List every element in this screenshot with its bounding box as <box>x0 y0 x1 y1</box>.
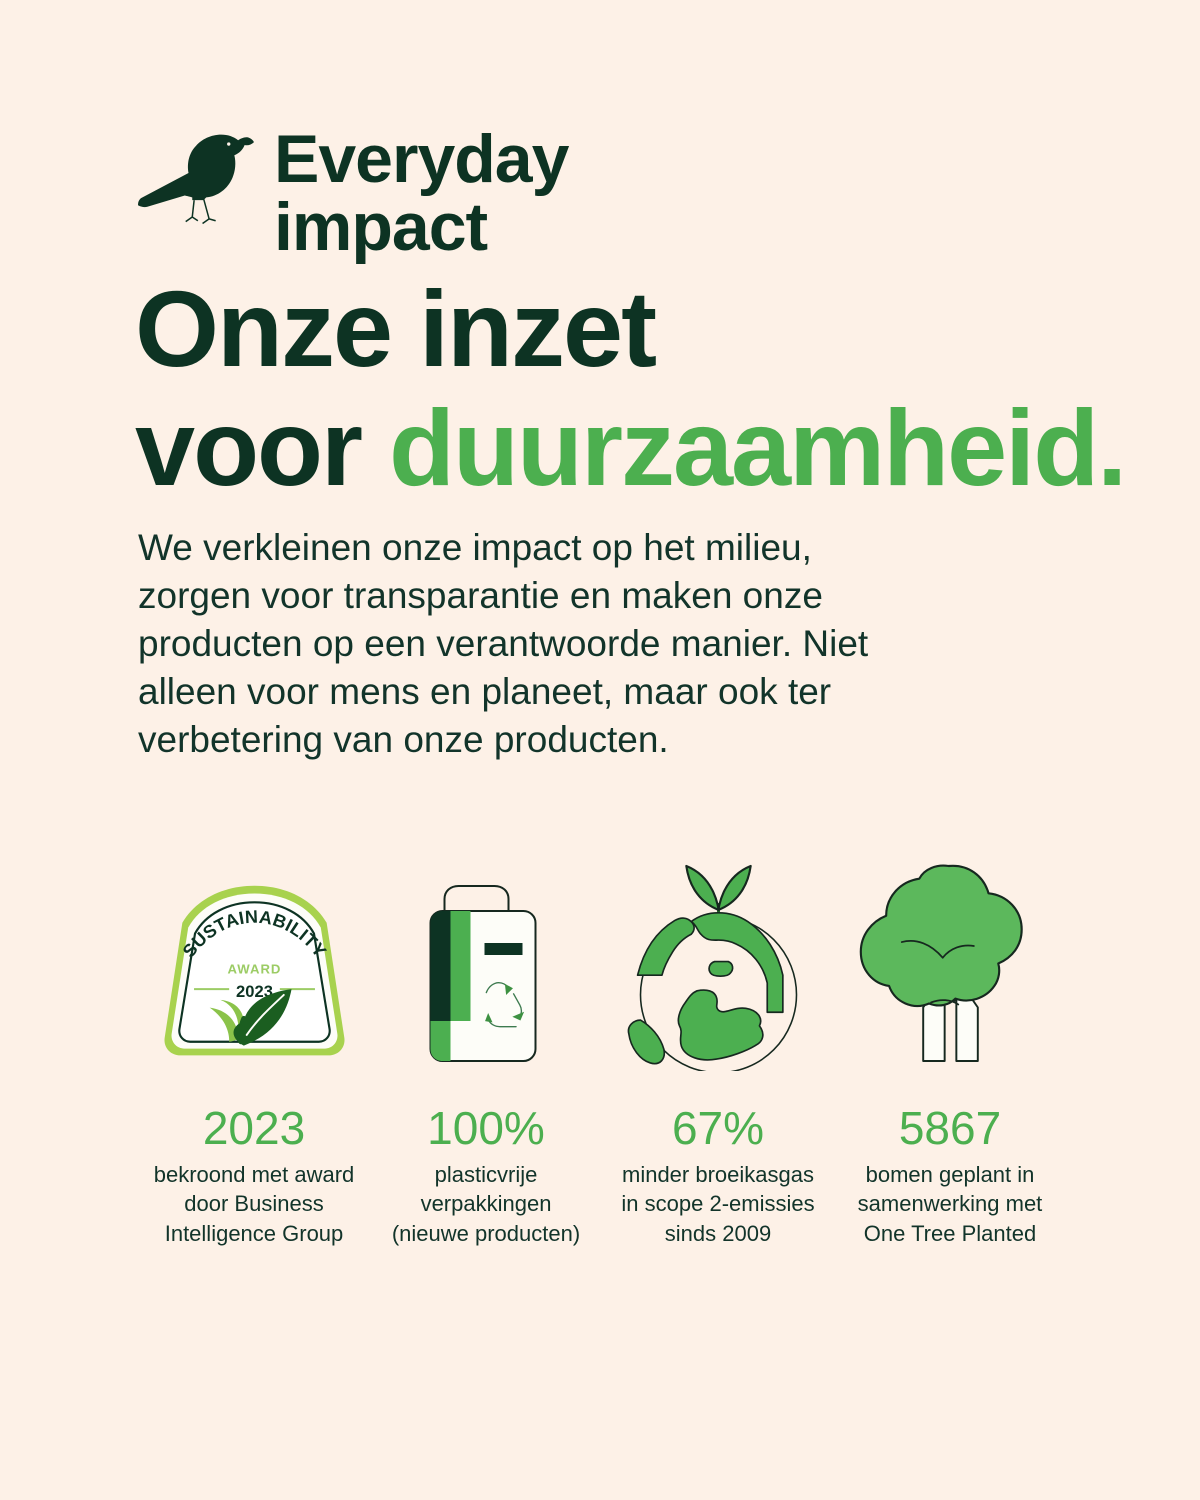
svg-text:AWARD: AWARD <box>227 962 281 977</box>
